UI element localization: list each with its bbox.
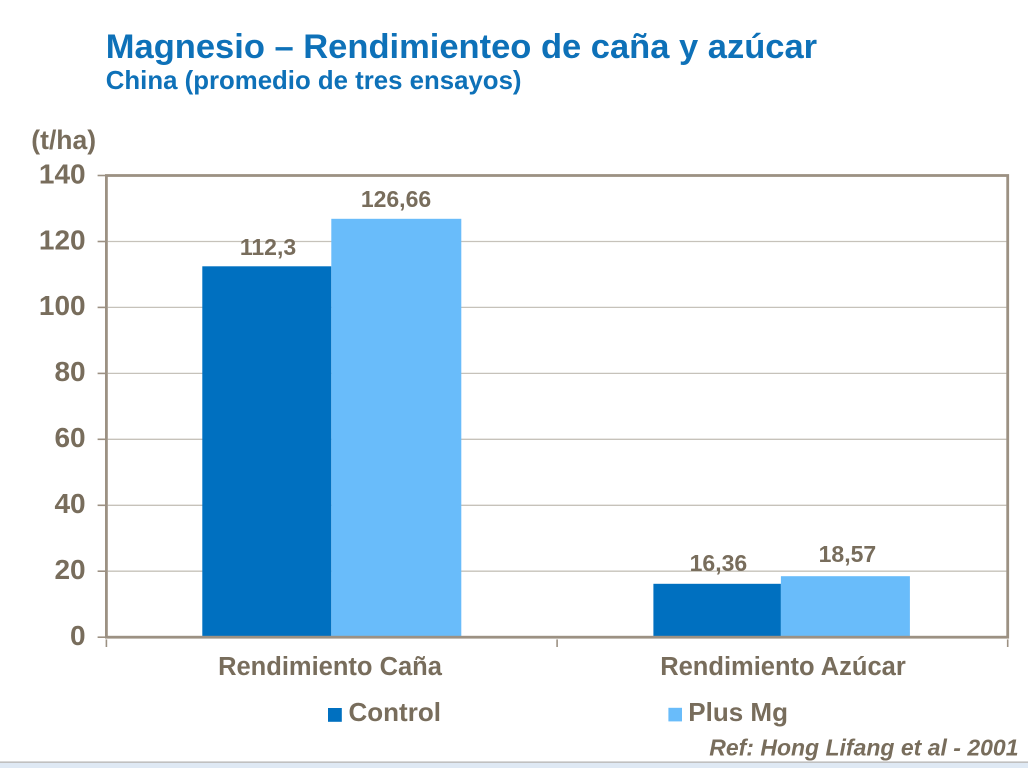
svg-text:China (promedio de tres ensayo: China (promedio de tres ensayos)	[106, 67, 522, 95]
svg-text:126,66: 126,66	[361, 186, 431, 212]
svg-text:0: 0	[70, 620, 86, 651]
svg-text:Ref: Hong Lifang et al - 2001: Ref: Hong Lifang et al - 2001	[709, 735, 1018, 761]
svg-text:Magnesio – Rendimienteo de cañ: Magnesio – Rendimienteo de caña y azúcar	[106, 28, 817, 66]
svg-text:(t/ha): (t/ha)	[31, 125, 96, 155]
svg-text:60: 60	[54, 422, 85, 453]
svg-text:Control: Control	[349, 697, 441, 727]
svg-text:18,57: 18,57	[819, 541, 877, 567]
svg-text:20: 20	[54, 554, 85, 585]
svg-text:140: 140	[39, 158, 86, 189]
svg-text:100: 100	[39, 290, 86, 321]
svg-text:Rendimiento Caña: Rendimiento Caña	[218, 653, 443, 681]
svg-text:Plus Mg: Plus Mg	[688, 697, 788, 727]
svg-text:112,3: 112,3	[240, 234, 296, 260]
svg-text:40: 40	[54, 488, 85, 519]
svg-text:120: 120	[39, 224, 86, 255]
svg-text:Rendimiento Azúcar: Rendimiento Azúcar	[660, 653, 906, 681]
svg-text:16,36: 16,36	[690, 550, 748, 576]
svg-text:80: 80	[54, 356, 85, 387]
